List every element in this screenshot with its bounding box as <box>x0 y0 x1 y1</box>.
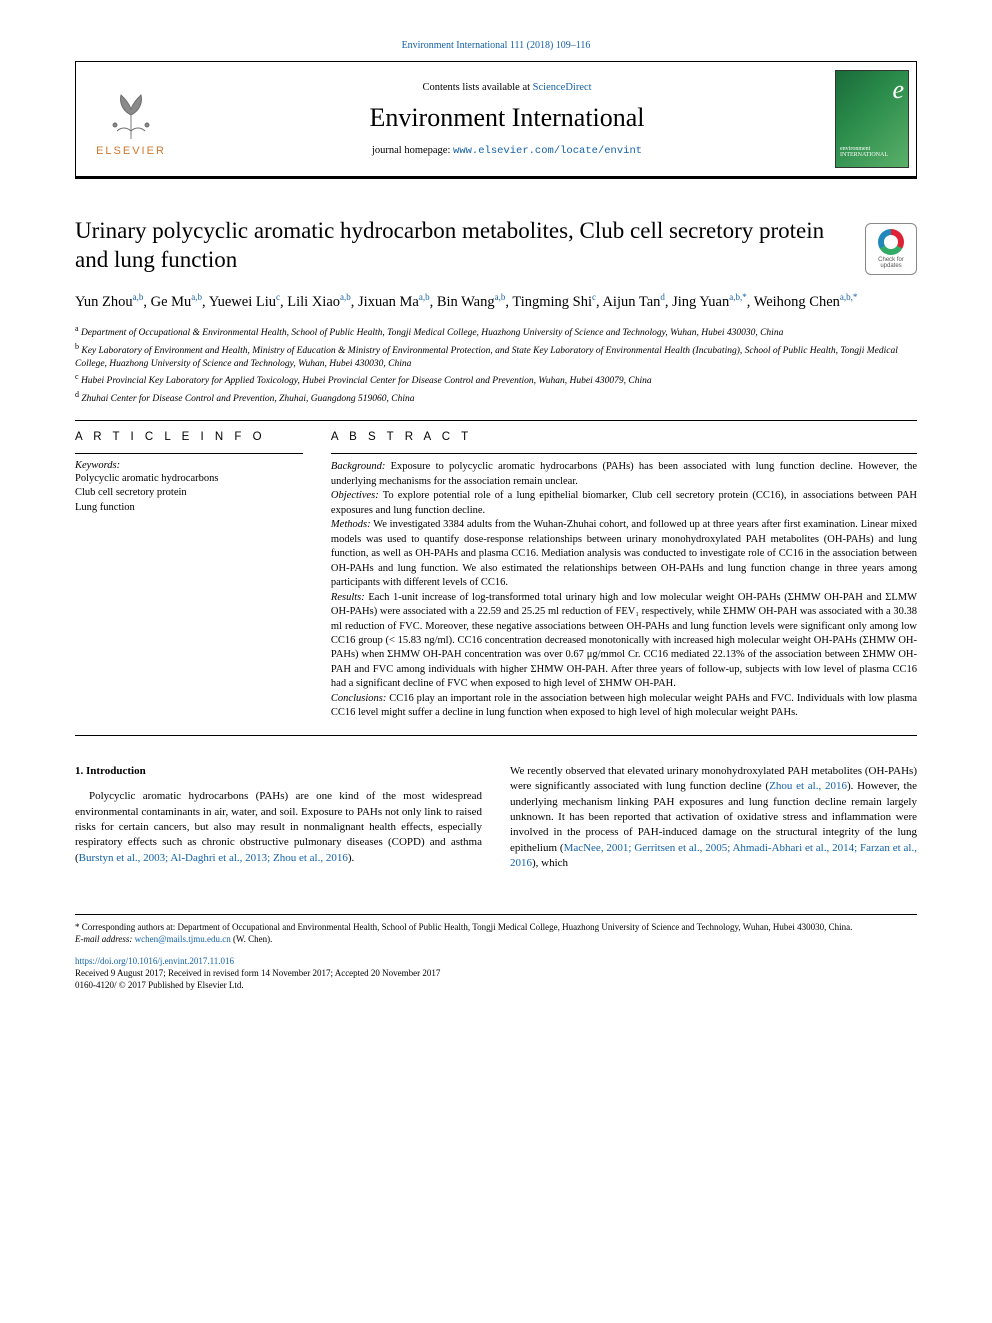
check-line2: updates <box>880 263 901 269</box>
keyword-1: Polycyclic aromatic hydrocarbons <box>75 472 303 486</box>
keywords-label: Keywords: <box>75 460 303 471</box>
article-info-column: A R T I C L E I N F O Keywords: Polycycl… <box>75 431 303 721</box>
abstract-column: A B S T R A C T Background: Exposure to … <box>331 431 917 721</box>
info-abstract-row: A R T I C L E I N F O Keywords: Polycycl… <box>75 431 917 721</box>
abstract-rule <box>331 453 917 454</box>
intro-left-tail: ). <box>348 852 354 864</box>
check-updates-badge[interactable]: Check for updates <box>865 223 917 275</box>
separator-bottom <box>75 735 917 736</box>
intro-para-left: Polycyclic aromatic hydrocarbons (PAHs) … <box>75 789 482 866</box>
contents-available-line: Contents lists available at ScienceDirec… <box>186 82 828 93</box>
email-suffix: (W. Chen). <box>231 934 273 944</box>
cover-e-glyph: e <box>892 75 904 105</box>
sciencedirect-link[interactable]: ScienceDirect <box>533 82 592 93</box>
intro-col-right: We recently observed that elevated urina… <box>510 764 917 872</box>
contents-prefix: Contents lists available at <box>422 82 532 93</box>
cover-thumbnail: e environment INTERNATIONAL <box>835 70 909 168</box>
received-dates: Received 9 August 2017; Received in revi… <box>75 967 917 979</box>
intro-cite-right-2[interactable]: MacNee, 2001; Gerritsen et al., 2005; Ah… <box>510 842 917 869</box>
elsevier-tree-icon <box>101 81 161 141</box>
footer-notes: * Corresponding authors at: Department o… <box>75 914 917 945</box>
journal-homepage-line: journal homepage: www.elsevier.com/locat… <box>186 145 828 157</box>
email-label: E-mail address: <box>75 934 135 944</box>
email-line: E-mail address: wchen@mails.tjmu.edu.cn … <box>75 933 917 945</box>
header-center: Contents lists available at ScienceDirec… <box>186 62 828 176</box>
journal-header: ELSEVIER Contents lists available at Sci… <box>75 61 917 179</box>
journal-name: Environment International <box>186 103 828 133</box>
doi-link[interactable]: https://doi.org/10.1016/j.envint.2017.11… <box>75 956 234 966</box>
intro-para-right: We recently observed that elevated urina… <box>510 764 917 872</box>
author-list: Yun Zhoua,b, Ge Mua,b, Yuewei Liuc, Lili… <box>75 291 917 314</box>
affiliations: a Department of Occupational & Environme… <box>75 323 917 406</box>
journal-cover: e environment INTERNATIONAL <box>828 62 916 176</box>
introduction-heading: 1. Introduction <box>75 764 482 779</box>
copyright-line: 0160-4120/ © 2017 Published by Elsevier … <box>75 979 917 991</box>
intro-cite-left[interactable]: Burstyn et al., 2003; Al-Daghri et al., … <box>79 852 348 864</box>
article-info-heading: A R T I C L E I N F O <box>75 431 303 443</box>
intro-col-left: 1. Introduction Polycyclic aromatic hydr… <box>75 764 482 872</box>
homepage-link[interactable]: www.elsevier.com/locate/envint <box>453 145 642 157</box>
introduction-columns: 1. Introduction Polycyclic aromatic hydr… <box>75 764 917 872</box>
cover-line2: INTERNATIONAL <box>840 152 904 159</box>
check-updates-label: Check for updates <box>878 257 904 269</box>
intro-cite-right-1[interactable]: Zhou et al., 2016 <box>769 780 847 792</box>
intro-right-tail: ), which <box>532 857 568 869</box>
abstract-heading: A B S T R A C T <box>331 431 917 443</box>
corresponding-author-note: * Corresponding authors at: Department o… <box>75 921 917 933</box>
elsevier-logo: ELSEVIER <box>76 62 186 176</box>
cover-text: environment INTERNATIONAL <box>840 146 904 159</box>
keyword-3: Lung function <box>75 501 303 515</box>
article-info-rule <box>75 453 303 454</box>
crossmark-icon <box>878 229 904 255</box>
running-head: Environment International 111 (2018) 109… <box>75 40 917 51</box>
abstract-body: Background: Exposure to polycyclic aroma… <box>331 460 917 721</box>
keyword-2: Club cell secretory protein <box>75 486 303 500</box>
cover-line1: environment <box>840 146 904 153</box>
corresponding-email-link[interactable]: wchen@mails.tjmu.edu.cn <box>135 934 231 944</box>
footer-metadata: https://doi.org/10.1016/j.envint.2017.11… <box>75 955 917 991</box>
separator-top <box>75 420 917 421</box>
article-title: Urinary polycyclic aromatic hydrocarbon … <box>75 217 917 275</box>
elsevier-wordmark: ELSEVIER <box>96 145 166 157</box>
homepage-prefix: journal homepage: <box>372 145 453 156</box>
